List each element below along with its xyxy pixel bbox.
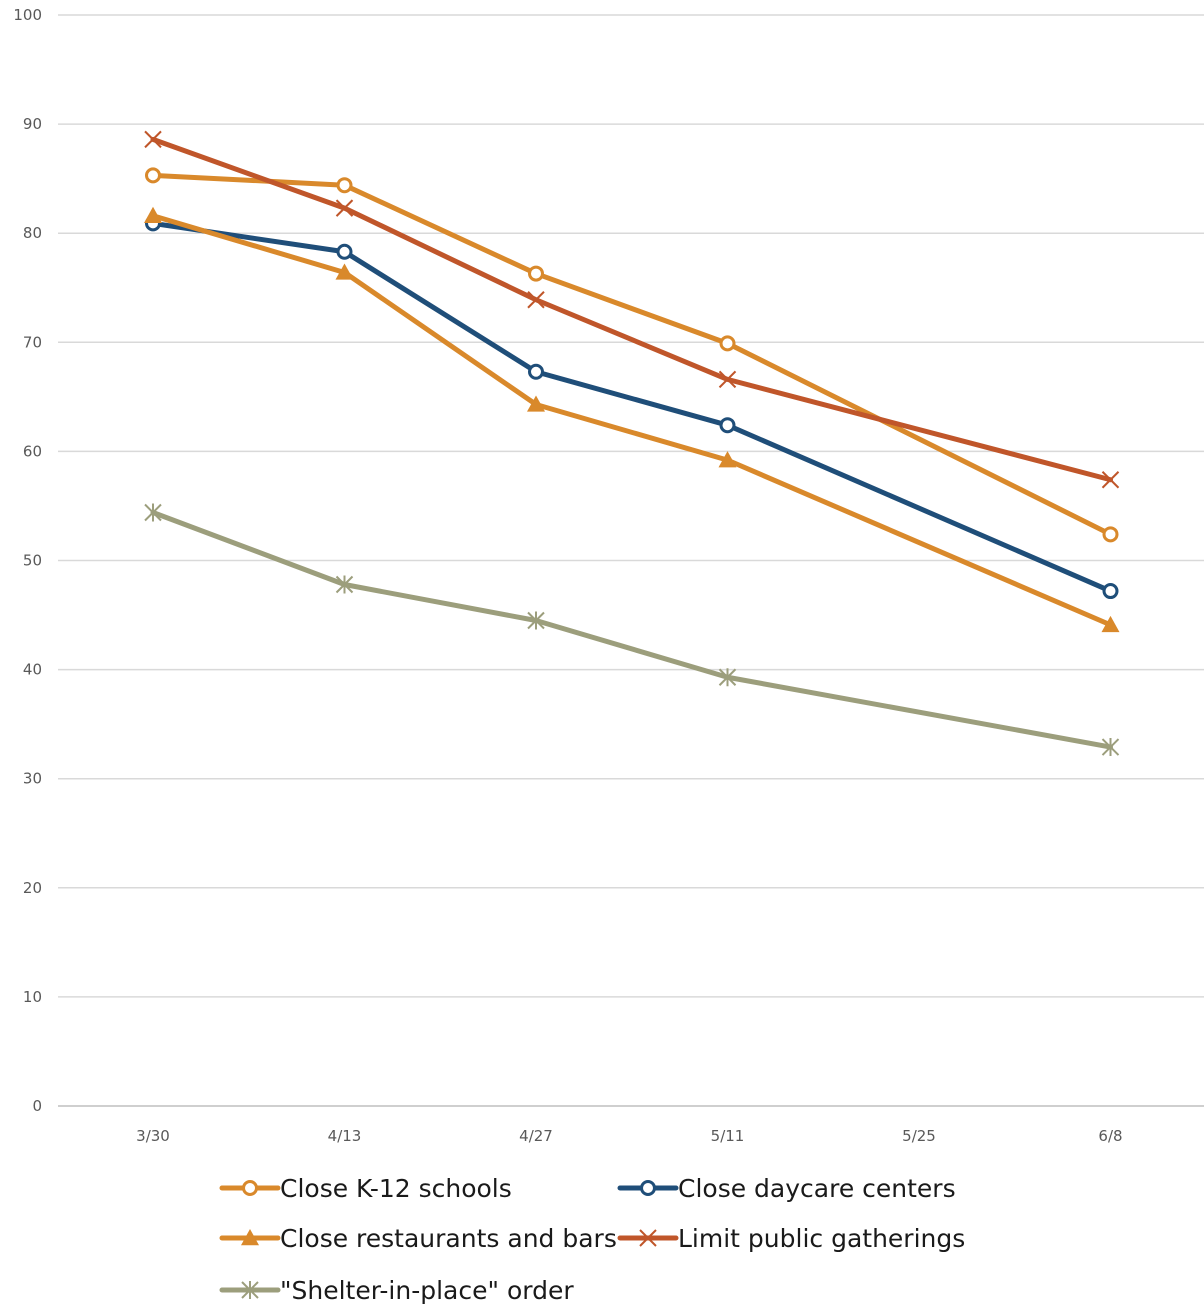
- data-point: [719, 335, 736, 352]
- legend-item: Close daycare centers: [617, 1174, 956, 1203]
- legend-marker: [241, 1229, 259, 1246]
- legend-marker: [241, 1281, 259, 1299]
- data-point: [718, 370, 737, 389]
- y-tick-label: 40: [23, 661, 42, 679]
- data-point: [1101, 615, 1120, 633]
- series-0: [145, 167, 1119, 543]
- series-line: [150, 220, 1113, 594]
- data-point: [527, 291, 545, 309]
- data-point: [1102, 526, 1119, 543]
- legend-label: "Shelter-in-place" order: [280, 1276, 574, 1305]
- gridlines: [58, 14, 1204, 1107]
- x-axis-tick-labels: 3/30 4/13 4/27 5/11 5/25 6/8: [136, 1127, 1122, 1145]
- x-tick-label: 4/13: [328, 1127, 362, 1145]
- legend-marker: [640, 1180, 656, 1196]
- y-tick-label: 90: [23, 115, 42, 133]
- y-axis-tick-labels: 0 10 20 30 40 50 60 70 80 90 100: [13, 6, 42, 1115]
- series-4: [144, 503, 1120, 757]
- data-point: [336, 177, 353, 194]
- data-point: [1102, 583, 1119, 600]
- data-point: [335, 199, 354, 217]
- data-point: [527, 395, 545, 412]
- data-point: [144, 206, 162, 223]
- y-tick-label: 30: [23, 770, 42, 788]
- data-point: [1101, 471, 1120, 489]
- y-tick-label: 20: [23, 879, 42, 897]
- series-line: [150, 509, 1113, 750]
- x-tick-label: 6/8: [1098, 1127, 1122, 1145]
- series-3: [144, 130, 1120, 489]
- data-point: [336, 243, 353, 260]
- x-tick-label: 3/30: [136, 1127, 170, 1145]
- x-tick-label: 5/11: [711, 1127, 745, 1145]
- y-tick-label: 100: [13, 6, 42, 24]
- legend-item: Close K-12 schools: [219, 1174, 512, 1203]
- legend: Close K-12 schools Close daycare centers C…: [219, 1174, 965, 1305]
- data-point: [144, 130, 162, 149]
- legend-label: Limit public gatherings: [678, 1224, 965, 1253]
- legend-item: Limit public gatherings: [617, 1224, 965, 1253]
- legend-label: Close K-12 schools: [280, 1174, 512, 1203]
- data-point: [528, 363, 544, 380]
- data-point: [335, 575, 354, 594]
- y-tick-label: 80: [23, 224, 42, 242]
- series-lines: [144, 130, 1120, 757]
- y-tick-label: 70: [23, 333, 42, 351]
- y-tick-label: 50: [23, 552, 42, 570]
- data-point: [145, 167, 161, 184]
- data-point: [718, 668, 737, 687]
- data-point: [528, 265, 544, 282]
- series-line: [150, 213, 1113, 628]
- legend-marker: [242, 1180, 258, 1196]
- series-1: [145, 215, 1119, 600]
- legend-item: "Shelter-in-place" order: [219, 1276, 574, 1305]
- legend-label: Close restaurants and bars: [280, 1224, 617, 1253]
- data-point: [527, 611, 545, 630]
- data-point: [719, 417, 736, 434]
- series-line: [150, 172, 1113, 537]
- legend-label: Close daycare centers: [678, 1174, 956, 1203]
- data-point: [144, 503, 162, 522]
- data-point: [718, 451, 737, 468]
- series-2: [144, 206, 1120, 633]
- legend-marker: [639, 1229, 657, 1247]
- y-tick-label: 60: [23, 442, 42, 460]
- x-tick-label: 4/27: [519, 1127, 553, 1145]
- legend-item: Close restaurants and bars: [219, 1224, 617, 1253]
- y-tick-label: 0: [32, 1097, 42, 1115]
- y-tick-label: 10: [23, 988, 42, 1006]
- x-tick-label: 5/25: [902, 1127, 936, 1145]
- data-point: [335, 263, 354, 280]
- data-point: [1101, 738, 1120, 757]
